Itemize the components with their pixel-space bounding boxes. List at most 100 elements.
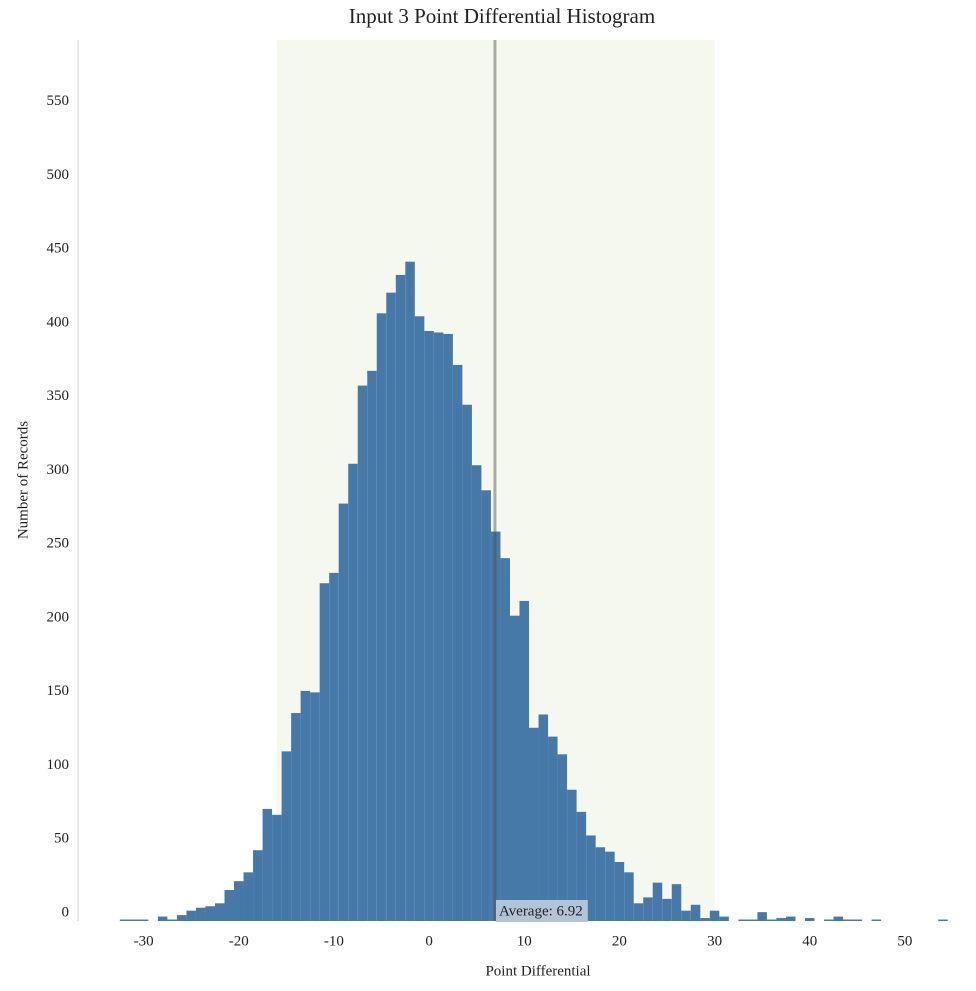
bar <box>509 615 520 921</box>
bar <box>310 692 320 921</box>
bar <box>367 370 377 921</box>
bar <box>138 919 149 921</box>
bar <box>833 916 844 921</box>
x-tick-label: 50 <box>897 933 912 949</box>
bar <box>529 727 539 921</box>
bar <box>871 919 882 921</box>
bar <box>576 811 587 921</box>
y-tick-label: 350 <box>47 388 70 404</box>
y-tick-label: 100 <box>47 757 70 773</box>
bar <box>253 850 263 921</box>
bar <box>176 915 187 921</box>
bar <box>443 333 453 921</box>
bar <box>776 918 786 921</box>
x-tick-label: 10 <box>517 933 532 949</box>
bar <box>224 890 235 921</box>
y-axis-label: Number of Records <box>15 421 31 539</box>
bar <box>938 919 948 921</box>
bar <box>452 364 463 921</box>
bar <box>586 835 596 921</box>
bar <box>234 881 244 921</box>
bar <box>662 898 672 921</box>
x-tick-label: 40 <box>802 933 817 949</box>
bar <box>186 910 196 921</box>
bar <box>195 907 206 921</box>
bar <box>462 404 472 921</box>
bar <box>395 274 406 921</box>
bar <box>300 690 311 921</box>
bar <box>129 919 139 921</box>
bar <box>624 872 634 921</box>
bar <box>538 714 549 921</box>
bar <box>272 814 282 921</box>
bar <box>766 919 777 921</box>
bar <box>433 332 444 922</box>
bar <box>700 918 710 921</box>
x-tick-label: 0 <box>425 933 433 949</box>
bar <box>119 919 130 921</box>
bar <box>281 751 292 921</box>
bar <box>757 912 767 921</box>
bar <box>348 463 358 921</box>
bar <box>376 313 387 921</box>
bar <box>243 872 254 921</box>
bar <box>519 600 530 921</box>
y-tick-label: 450 <box>47 241 70 257</box>
y-tick-label: 50 <box>54 831 69 847</box>
x-tick-label: -30 <box>134 933 154 949</box>
y-tick-label: 300 <box>47 462 70 478</box>
x-tick-label: -20 <box>229 933 249 949</box>
y-tick-label: 0 <box>62 904 70 920</box>
bar <box>567 789 577 921</box>
bar <box>652 882 663 921</box>
bar <box>671 884 682 921</box>
bar <box>548 736 558 921</box>
bar <box>690 904 701 921</box>
bar <box>709 910 720 921</box>
bar <box>357 385 368 921</box>
bar <box>386 292 396 921</box>
bar <box>643 897 653 921</box>
average-label-bg <box>495 900 588 922</box>
bar <box>414 316 425 921</box>
y-tick-label: 400 <box>47 314 70 330</box>
bar <box>291 713 301 921</box>
y-tick-label: 250 <box>47 536 70 552</box>
average-label: Average: 6.92 <box>499 903 583 919</box>
x-axis-label: Point Differential <box>485 963 590 979</box>
y-tick-label: 500 <box>47 167 70 183</box>
bar <box>614 862 625 921</box>
y-tick-label: 550 <box>47 93 70 109</box>
chart-title: Input 3 Point Differential Histogram <box>349 4 655 28</box>
bar <box>157 916 168 921</box>
bar <box>481 490 491 921</box>
bar <box>804 918 815 921</box>
y-tick-label: 200 <box>47 609 70 625</box>
bar <box>719 916 729 921</box>
bar <box>500 558 510 921</box>
x-tick-label: 20 <box>612 933 627 949</box>
bar <box>319 583 330 921</box>
bar <box>605 851 615 921</box>
bar <box>824 919 834 921</box>
bar <box>338 503 349 921</box>
bar <box>785 916 796 921</box>
x-tick-label: -10 <box>324 933 344 949</box>
bar <box>214 903 225 921</box>
bar <box>738 919 748 921</box>
bar <box>167 919 177 921</box>
bar <box>205 906 215 921</box>
bar <box>852 919 863 921</box>
bar <box>405 261 415 921</box>
bar <box>681 910 691 921</box>
y-tick-label: 150 <box>47 683 70 699</box>
bar <box>424 331 434 921</box>
bar <box>329 572 339 921</box>
bar <box>262 808 273 921</box>
bar <box>471 465 482 921</box>
bar <box>595 847 606 921</box>
bar <box>843 919 853 921</box>
bar <box>557 754 568 921</box>
